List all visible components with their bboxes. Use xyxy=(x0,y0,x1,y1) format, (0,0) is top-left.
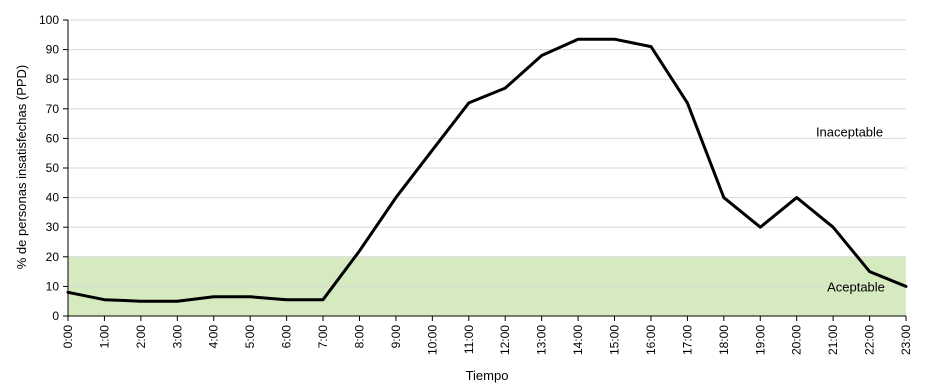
y-tick-label: 100 xyxy=(39,13,59,27)
x-tick-label: 6:00 xyxy=(280,325,294,349)
gridlines xyxy=(63,19,906,317)
y-tick-label: 10 xyxy=(46,279,60,293)
x-axis-title: Tiempo xyxy=(466,368,509,383)
y-tick-labels: 0 10 20 30 40 50 60 70 80 90 100 xyxy=(39,13,59,323)
x-tick-label: 23:00 xyxy=(899,325,913,355)
x-tick-label: 2:00 xyxy=(134,325,148,349)
y-tick-label: 70 xyxy=(46,102,60,116)
y-tick-label: 60 xyxy=(46,131,60,145)
y-axis-title: % de personas insatisfechas (PPD) xyxy=(14,65,29,269)
annotation-inaceptable: Inaceptable xyxy=(816,124,883,139)
x-tick-label: 17:00 xyxy=(680,325,694,355)
axes xyxy=(67,20,906,317)
y-tick-label: 20 xyxy=(46,250,60,264)
x-tick-label: 13:00 xyxy=(535,325,549,355)
y-tick-label: 80 xyxy=(46,72,60,86)
x-tick-label: 15:00 xyxy=(608,325,622,355)
ppd-series-line xyxy=(66,37,908,303)
y-tick-label: 90 xyxy=(46,43,60,57)
x-tick-label: 8:00 xyxy=(352,325,366,349)
x-tick-label: 1:00 xyxy=(97,325,111,349)
x-tick-label: 16:00 xyxy=(644,325,658,355)
x-tick-label: 12:00 xyxy=(498,325,512,355)
series-layer xyxy=(66,37,908,303)
x-tick-label: 4:00 xyxy=(207,325,221,349)
x-tick-label: 14:00 xyxy=(571,325,585,355)
x-tick-label: 11:00 xyxy=(462,325,476,354)
x-tick-label: 18:00 xyxy=(717,325,731,355)
x-tick-label: 10:00 xyxy=(425,325,439,355)
y-tick-label: 0 xyxy=(52,309,59,323)
y-tick-label: 30 xyxy=(46,220,60,234)
annotations: Aceptable Inaceptable xyxy=(816,124,885,294)
x-tick-label: 19:00 xyxy=(753,325,767,355)
x-tick-label: 5:00 xyxy=(243,325,257,349)
x-tick-label: 20:00 xyxy=(790,325,804,355)
y-tick-label: 40 xyxy=(46,191,60,205)
x-tick-label: 7:00 xyxy=(316,325,330,349)
x-tick-labels: 0:00 1:00 2:00 3:00 4:00 5:00 6:00 7:00 8:00 9:00… xyxy=(61,316,913,355)
x-tick-label: 9:00 xyxy=(389,325,403,349)
band-label-aceptable: Aceptable xyxy=(827,279,885,294)
y-tick-label: 50 xyxy=(46,161,60,175)
x-tick-label: 3:00 xyxy=(170,325,184,349)
x-tick-label: 22:00 xyxy=(863,325,877,355)
x-tick-label: 21:00 xyxy=(826,325,840,355)
x-tick-label: 0:00 xyxy=(61,325,75,349)
